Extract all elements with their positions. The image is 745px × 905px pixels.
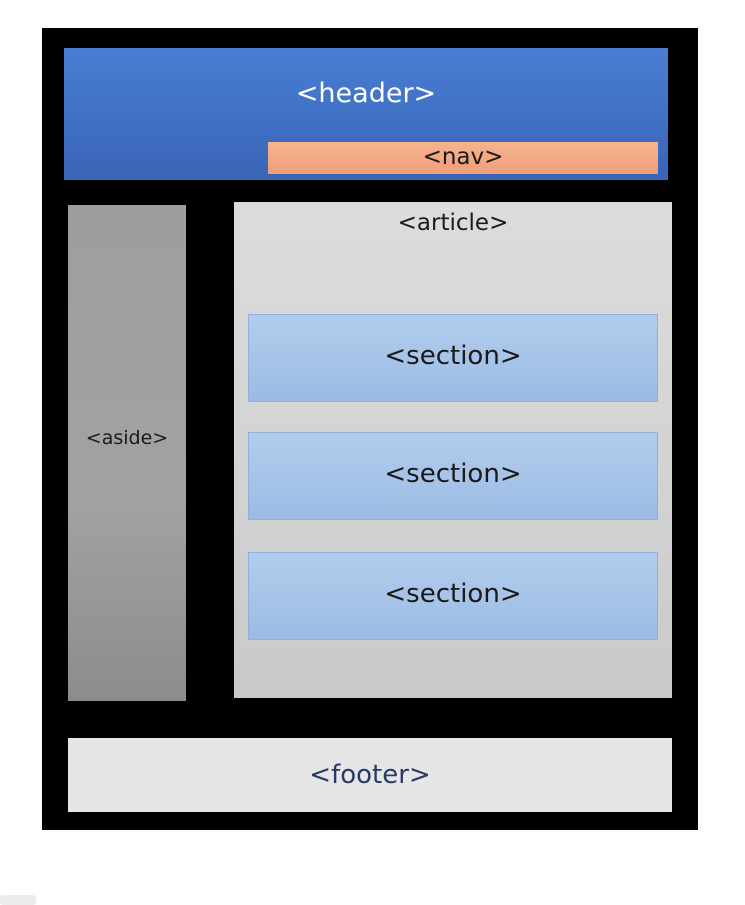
aside-box: <aside> [68, 205, 186, 701]
footer-label: <footer> [309, 760, 431, 790]
section-label: <section> [384, 459, 522, 489]
section-box-3: <section> [248, 552, 658, 640]
section-label: <section> [384, 579, 522, 609]
nav-label: <nav> [422, 144, 504, 170]
header-label: <header> [295, 78, 437, 109]
nav-box: <nav> [268, 142, 658, 174]
article-box: <article> <section> <section> <section> [234, 202, 672, 698]
corner-artifact [0, 895, 36, 905]
article-label: <article> [397, 210, 509, 236]
footer-box: <footer> [68, 738, 672, 812]
section-box-2: <section> [248, 432, 658, 520]
section-label: <section> [384, 341, 522, 371]
section-box-1: <section> [248, 314, 658, 402]
aside-label: <aside> [85, 427, 169, 449]
